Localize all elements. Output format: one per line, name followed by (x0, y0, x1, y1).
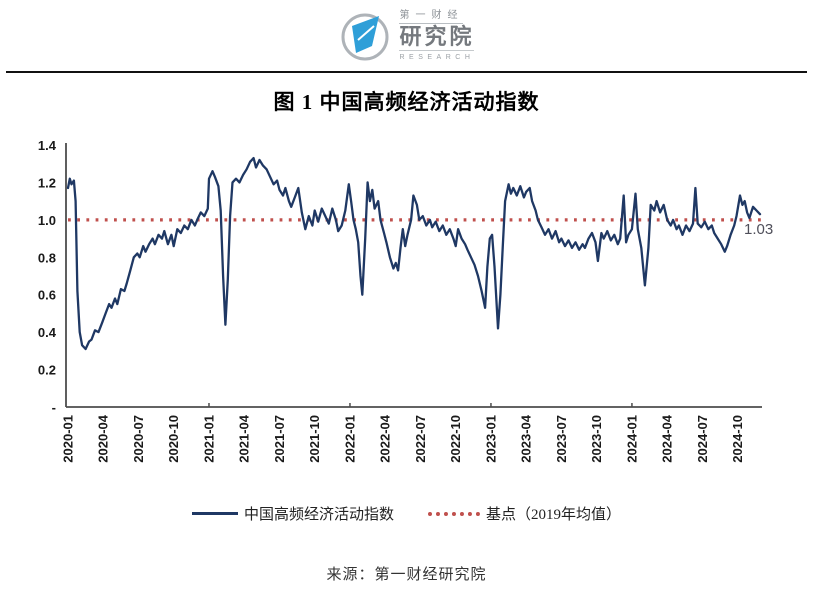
y-tick-label: 0.8 (38, 250, 56, 265)
source-note: 来源：第一财经研究院 (326, 567, 487, 583)
x-tick-label: 2021-01 (201, 415, 216, 463)
legend-label-series: 中国高频经济活动指数 (243, 507, 394, 523)
x-tick-label: 2022-07 (413, 415, 428, 463)
series-line-swatch-icon (191, 512, 238, 515)
chart-legend: 中国高频经济活动指数 基点（2019年均值） (0, 503, 813, 524)
y-tick-label: - (52, 400, 56, 415)
x-tick-label: 2024-07 (695, 415, 710, 463)
legend-label-baseline: 基点（2019年均值） (486, 507, 622, 523)
x-tick-label: 2020-07 (131, 415, 146, 463)
legend-item-baseline: 基点（2019年均值） (428, 503, 621, 524)
x-tick-label: 2020-01 (61, 415, 76, 463)
x-tick-label: 2023-01 (483, 415, 498, 463)
x-tick-label: 2022-04 (378, 414, 393, 462)
x-tick-label: 2023-04 (519, 414, 534, 462)
baseline-dots-swatch-icon (428, 511, 480, 516)
x-tick-label: 2021-07 (272, 415, 287, 463)
y-tick-label: 1.4 (38, 138, 57, 153)
y-tick-label: 1.0 (38, 213, 56, 228)
x-tick-label: 2021-10 (307, 415, 322, 463)
logo-text: 第一财经 研究院 RESEARCH (399, 10, 475, 62)
logo-text-research: RESEARCH (399, 50, 475, 62)
x-tick-label: 2023-07 (554, 415, 569, 463)
logo-mark-icon (341, 13, 389, 61)
x-tick-label: 2022-10 (448, 415, 463, 463)
series-line (66, 156, 762, 351)
x-tick-label: 2023-10 (589, 415, 604, 463)
x-tick-label: 2020-10 (166, 415, 181, 463)
y-tick-label: 0.4 (38, 325, 57, 340)
x-tick-label: 2020-04 (96, 414, 111, 462)
figure-title: 图 1 中国高频经济活动指数 (273, 90, 540, 114)
legend-item-series: 中国高频经济活动指数 (191, 503, 394, 524)
x-tick-label: 2024-10 (730, 415, 745, 463)
x-tick-label: 2024-01 (624, 415, 639, 463)
y-tick-label: 1.2 (38, 175, 56, 190)
x-tick-label: 2021-04 (237, 414, 252, 462)
header-divider (6, 71, 807, 73)
logo-text-institute: 研究院 (399, 24, 475, 49)
logo-text-brand: 第一财经 (399, 10, 464, 24)
x-tick-label: 2022-01 (342, 415, 357, 463)
y-tick-label: 0.6 (38, 288, 56, 303)
x-tick-label: 2024-04 (660, 414, 675, 462)
last-value-annotation: 1.03 (744, 221, 774, 238)
brand-logo: 第一财经 研究院 RESEARCH (0, 9, 813, 63)
y-tick-label: 0.2 (38, 363, 56, 378)
